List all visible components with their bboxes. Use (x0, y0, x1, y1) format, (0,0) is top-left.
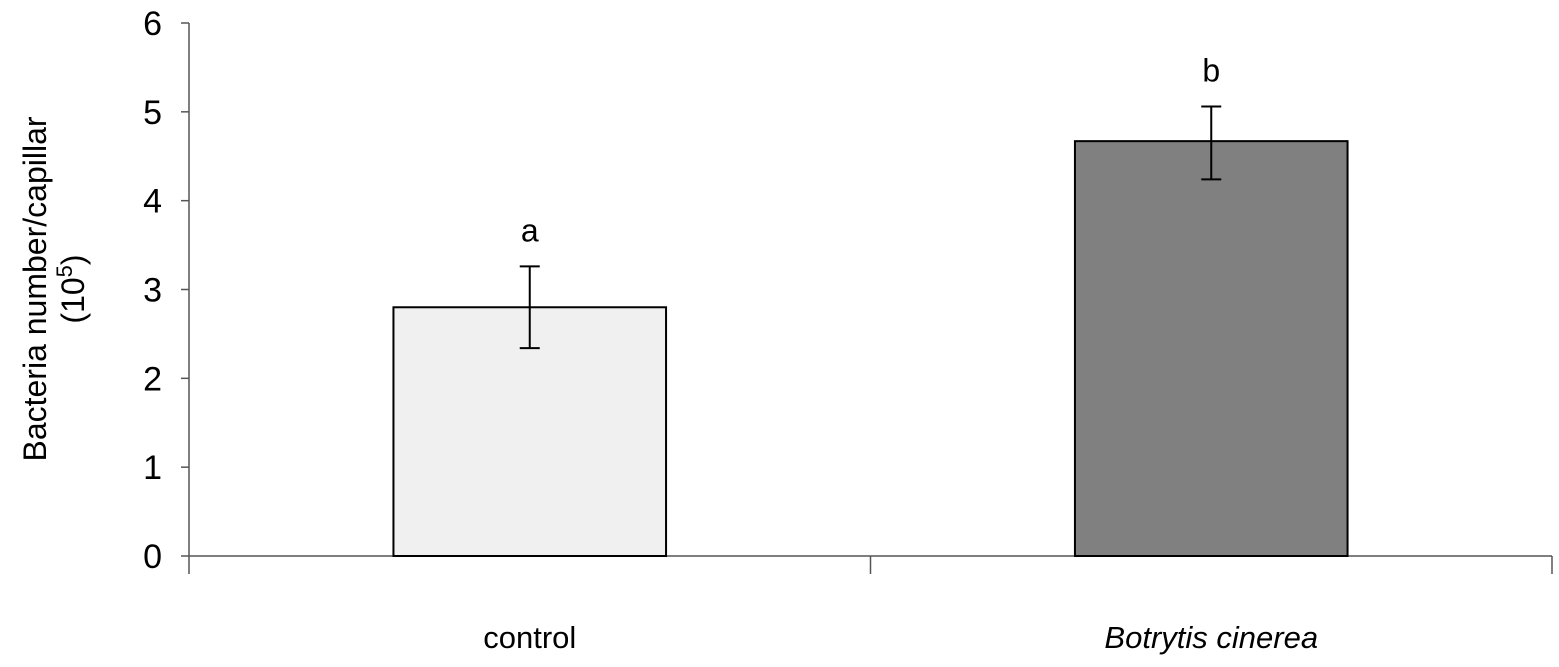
x-category-label: Botrytis cinerea (1104, 620, 1318, 655)
y-axis-title-line1: Bacteria number/capillar (17, 116, 53, 461)
bar (1073, 140, 1349, 557)
y-tick-label: 3 (143, 272, 162, 310)
y-tick-label: 1 (143, 449, 162, 487)
y-axis-title-superscript: 5 (52, 265, 77, 277)
y-tick-label: 0 (143, 538, 162, 576)
significance-label: a (521, 212, 539, 248)
y-axis-title-line2: (105) (52, 254, 91, 323)
y-tick-label: 5 (143, 94, 162, 132)
y-axis-title-base: (10 (55, 277, 91, 323)
x-category-label: control (483, 620, 576, 655)
y-tick-label: 2 (143, 360, 162, 398)
significance-label: b (1202, 53, 1220, 89)
plot-area: 0 1 2 3 4 5 6 a control b Botrytis cinerea (143, 5, 1553, 655)
y-axis-title: Bacteria number/capillar (105) (17, 116, 91, 461)
y-tick-label: 4 (143, 183, 162, 221)
y-axis-title-end: ) (55, 254, 91, 265)
y-tick-label: 6 (143, 5, 162, 43)
